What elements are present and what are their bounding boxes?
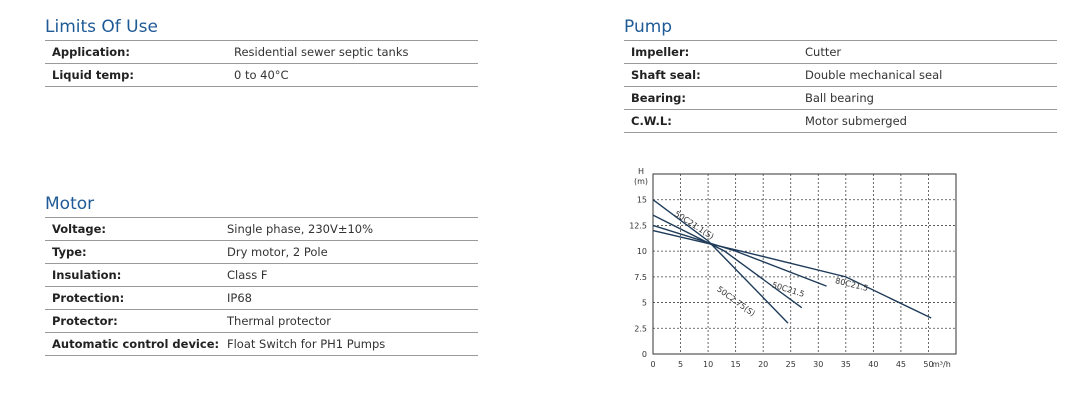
series-label: 50C21.5	[771, 280, 806, 298]
chart-series: 50C21.1(S)50C2.75(S) 50C21.5 80C21.5	[652, 199, 932, 324]
row-label: Liquid temp:	[52, 68, 134, 82]
row-value: Thermal protector	[227, 314, 332, 328]
row-label: Application:	[52, 45, 130, 59]
motor-section: Motor Voltage: Single phase, 230V±10% Ty…	[45, 191, 478, 356]
table-row: Protection: IP68	[45, 287, 478, 310]
row-value: Double mechanical seal	[805, 68, 943, 82]
pump-curve-chart: 0 5 10 15 20 25 30 35 40 45 50 0 2.5 5 7.5 10 12.5 15 50C…	[629, 167, 957, 369]
row-value: IP68	[227, 291, 252, 305]
x-tick-label: 25	[786, 360, 796, 369]
y-tick-label: 15	[637, 196, 647, 205]
series-line	[652, 214, 803, 309]
table-row: Liquid temp: 0 to 40°C	[45, 64, 478, 87]
table-row: Impeller: Cutter	[624, 41, 1057, 64]
x-tick-label: 15	[731, 360, 741, 369]
series-line	[652, 224, 827, 287]
row-label: Protection:	[52, 291, 125, 305]
plot-frame	[652, 173, 957, 355]
row-value: 0 to 40°C	[234, 68, 289, 82]
limits-of-use-table: Application: Residential sewer septic ta…	[45, 40, 478, 87]
row-value: Single phase, 230V±10%	[227, 222, 374, 236]
table-row: Voltage: Single phase, 230V±10%	[45, 218, 478, 241]
x-axis-label: m³/h	[932, 360, 951, 369]
row-value: Ball bearing	[805, 91, 874, 105]
motor-title: Motor	[45, 194, 95, 214]
row-label: Voltage:	[52, 222, 107, 236]
row-label: Bearing:	[631, 91, 686, 105]
y-tick-label: 0	[642, 350, 647, 359]
series-label: 50C2.75(S)	[715, 285, 757, 319]
row-label: Shaft seal:	[631, 68, 701, 82]
table-row: Application: Residential sewer septic ta…	[45, 41, 478, 64]
x-tick-label: 35	[841, 360, 851, 369]
row-label: Impeller:	[631, 45, 690, 59]
x-tick-label: 50	[923, 360, 933, 369]
chart-grid	[652, 173, 957, 355]
pump-table: Impeller: Cutter Shaft seal: Double mech…	[624, 40, 1057, 133]
row-value: Cutter	[805, 45, 842, 59]
row-label: Automatic control device:	[52, 337, 220, 351]
limits-of-use-title: Limits Of Use	[45, 17, 158, 37]
x-tick-label: 40	[868, 360, 878, 369]
y-tick-label: 7.5	[634, 273, 647, 282]
table-row: Shaft seal: Double mechanical seal	[624, 64, 1057, 87]
y-axis-label-unit: (m)	[634, 177, 648, 186]
series-line	[652, 229, 932, 319]
pump-section: Pump Impeller: Cutter Shaft seal: Double…	[624, 14, 1057, 133]
x-tick-label: 45	[896, 360, 906, 369]
table-row: Bearing: Ball bearing	[624, 87, 1057, 110]
x-tick-label: 20	[758, 360, 768, 369]
row-value: Class F	[227, 268, 268, 282]
row-label: Type:	[52, 245, 87, 259]
row-label: Insulation:	[52, 268, 122, 282]
x-tick-label: 10	[703, 360, 713, 369]
series-label: 80C21.5	[834, 276, 869, 293]
row-value: Dry motor, 2 Pole	[227, 245, 328, 259]
series-line	[652, 199, 789, 324]
row-label: C.W.L:	[631, 114, 672, 128]
row-value: Residential sewer septic tanks	[234, 45, 409, 59]
y-tick-label: 5	[642, 299, 647, 308]
motor-table: Voltage: Single phase, 230V±10% Type: Dr…	[45, 217, 478, 356]
x-tick-label: 0	[650, 360, 655, 369]
row-value: Motor submerged	[805, 114, 907, 128]
y-axis-label-h: H	[638, 167, 644, 176]
table-row: Automatic control device: Float Switch f…	[45, 333, 478, 356]
row-label: Protector:	[52, 314, 118, 328]
table-row: Insulation: Class F	[45, 264, 478, 287]
table-row: Type: Dry motor, 2 Pole	[45, 241, 478, 264]
table-row: C.W.L: Motor submerged	[624, 110, 1057, 133]
x-tick-label: 5	[678, 360, 683, 369]
table-row: Protector: Thermal protector	[45, 310, 478, 333]
limits-of-use-section: Limits Of Use Application: Residential s…	[45, 14, 478, 87]
row-value: Float Switch for PH1 Pumps	[227, 337, 386, 351]
y-tick-label: 10	[637, 247, 647, 256]
chart-axes: 0 5 10 15 20 25 30 35 40 45 50 0 2.5 5 7.5 10 12.5 15	[629, 173, 957, 369]
x-tick-label: 30	[813, 360, 823, 369]
y-tick-label: 12.5	[629, 221, 647, 230]
pump-title: Pump	[624, 17, 673, 37]
y-tick-label: 2.5	[634, 324, 647, 333]
